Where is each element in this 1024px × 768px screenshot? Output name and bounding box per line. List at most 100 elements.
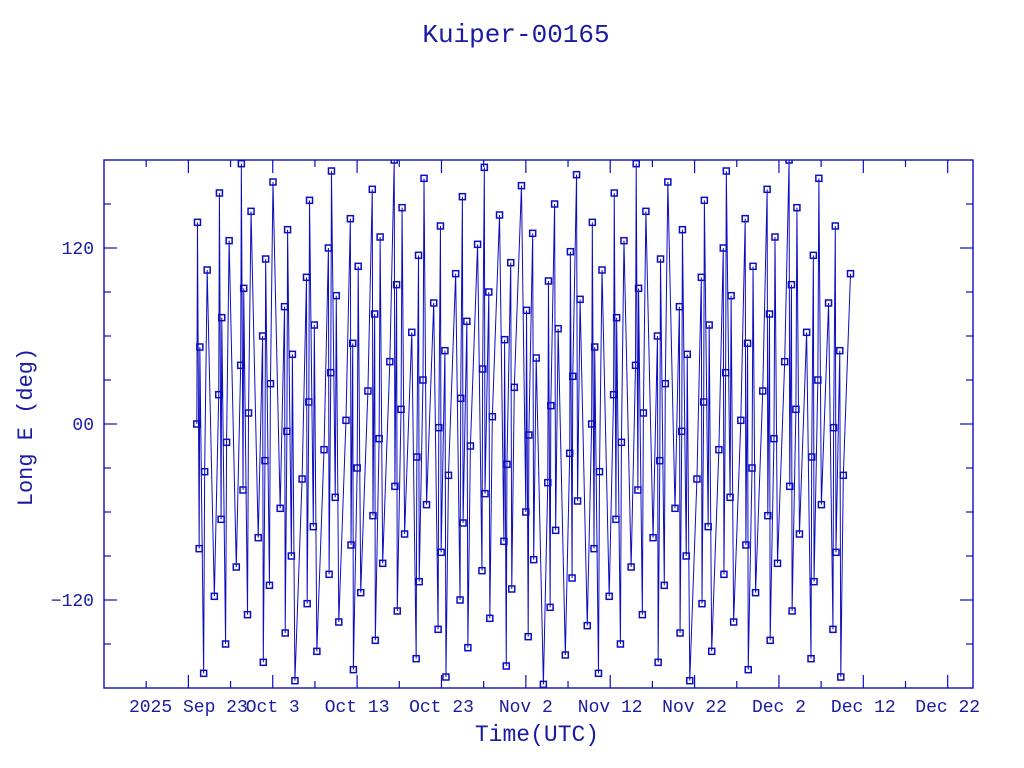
data-point-marker [742, 541, 750, 549]
data-point-marker [486, 614, 494, 623]
data-point-marker [788, 607, 796, 615]
data-point-marker [247, 207, 255, 216]
data-point-marker [414, 251, 423, 260]
data-point-marker [239, 284, 248, 293]
data-point-marker [544, 478, 552, 487]
data-point-marker [200, 467, 209, 476]
data-point-marker [583, 621, 592, 630]
data-point-marker [566, 247, 575, 256]
data-point-marker [218, 313, 226, 322]
y-axis-title: Long E (deg) [14, 348, 39, 506]
data-point-marker [429, 299, 438, 307]
data-point-marker [547, 401, 555, 410]
data-point-marker [664, 178, 672, 186]
data-point-marker [656, 456, 664, 465]
data-point-marker [386, 357, 394, 366]
data-point-marker [478, 365, 487, 373]
data-point-marker [488, 412, 497, 421]
data-point-marker [686, 676, 694, 685]
data-point-marker [627, 563, 635, 571]
data-point-marker [368, 185, 377, 194]
data-point-marker [590, 343, 599, 351]
data-point-marker [441, 346, 449, 355]
data-point-marker [391, 482, 399, 491]
data-point-marker [305, 398, 313, 406]
data-point-marker [325, 570, 333, 579]
data-point-marker [612, 515, 620, 524]
data-point-marker [529, 555, 538, 564]
data-point-marker [831, 222, 840, 230]
data-point-marker [327, 167, 336, 175]
data-point-marker [634, 486, 642, 494]
data-point-marker [639, 409, 648, 417]
data-point-marker [199, 669, 208, 678]
data-point-marker [522, 508, 530, 516]
data-point-marker [693, 475, 701, 483]
data-point-marker [456, 394, 465, 403]
data-point-marker [554, 324, 562, 333]
data-point-marker [656, 255, 665, 263]
data-point-marker [810, 577, 818, 586]
data-point-marker [261, 255, 270, 263]
data-point-marker [631, 361, 640, 370]
data-point-marker [759, 387, 767, 395]
data-point-marker [590, 544, 598, 553]
data-point-marker [419, 376, 427, 384]
data-point-marker [287, 552, 296, 560]
data-point-marker [638, 610, 647, 619]
data-point-marker [291, 676, 299, 685]
data-point-marker [561, 651, 570, 659]
data-point-marker [225, 236, 233, 245]
data-point-marker [829, 423, 838, 432]
data-point-marker [210, 592, 219, 601]
x-axis-title: Time(UTC) [475, 722, 599, 748]
data-point-marker [364, 387, 372, 395]
data-point-marker [392, 280, 401, 289]
data-point-marker [313, 647, 321, 656]
data-point-marker [347, 541, 355, 549]
x-tick-label: Nov 12 [578, 698, 643, 718]
data-point-marker [704, 522, 712, 531]
data-point-marker [598, 266, 606, 274]
data-point-marker [698, 599, 706, 608]
data-point-marker [721, 368, 730, 377]
data-point-marker [324, 244, 333, 252]
x-tick-label: Oct 13 [325, 698, 390, 718]
data-point-marker [792, 405, 800, 414]
data-point-marker [456, 596, 464, 604]
x-tick-label: Oct 23 [409, 698, 474, 718]
data-point-marker [572, 170, 581, 179]
data-point-marker [678, 225, 687, 234]
data-point-marker [546, 603, 554, 612]
data-point-marker [751, 588, 760, 597]
data-point-marker [237, 160, 246, 168]
data-point-marker [412, 654, 420, 663]
data-point-marker [699, 398, 708, 406]
data-point-marker [605, 592, 613, 601]
data-point-marker [349, 665, 358, 674]
data-point-marker [642, 207, 650, 216]
data-point-marker [335, 618, 343, 626]
frame-rect [103, 159, 974, 689]
data-point-marker [836, 346, 844, 355]
data-point-marker [620, 236, 628, 245]
data-point-marker [522, 306, 531, 315]
y-tick-labels: 120 00 −120 [51, 240, 94, 612]
data-point-marker [193, 218, 202, 227]
data-point-marker [500, 335, 509, 344]
data-point-marker [348, 339, 357, 348]
data-point-marker [269, 178, 277, 186]
data-point-marker [214, 390, 223, 399]
data-point-marker [763, 185, 771, 194]
data-point-marker [435, 423, 443, 432]
data-point-marker [525, 431, 533, 439]
x-tick-label: Nov 22 [662, 698, 727, 718]
data-point-marker [807, 453, 816, 461]
data-point-marker [500, 537, 508, 546]
x-tick-label: Dec 2 [752, 698, 806, 718]
data-point-marker [215, 189, 224, 197]
data-point-marker [824, 299, 833, 307]
data-point-marker [442, 673, 450, 681]
data-point-marker [346, 214, 355, 223]
